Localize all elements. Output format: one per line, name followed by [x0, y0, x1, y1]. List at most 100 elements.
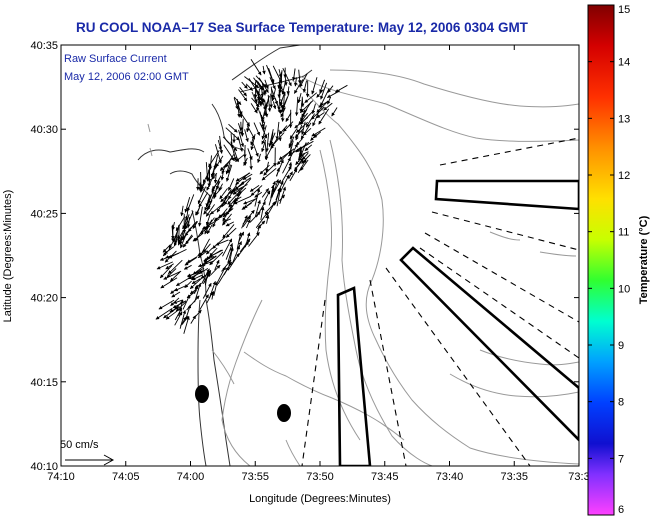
current-vector: [259, 164, 270, 175]
current-vector: [331, 107, 338, 117]
current-vector: [163, 270, 182, 280]
current-vector: [256, 201, 266, 218]
current-vector: [254, 191, 263, 198]
current-vector: [270, 86, 274, 99]
current-vector: [198, 192, 208, 208]
current-vector: [289, 127, 298, 140]
current-vector: [205, 204, 215, 217]
current-vector: [222, 213, 232, 226]
x-tick-label: 73:55: [241, 471, 269, 483]
colorbar-tick-label: 6: [618, 504, 624, 516]
current-vector: [187, 271, 203, 280]
current-vector: [316, 112, 325, 119]
current-vector: [244, 129, 249, 143]
legend-line-2: May 12, 2006 02:00 GMT: [64, 71, 189, 83]
current-vector: [231, 245, 240, 265]
current-vector: [256, 88, 261, 101]
current-vector: [326, 90, 341, 98]
colorbar-tick-label: 12: [618, 170, 630, 182]
current-vector: [277, 93, 281, 111]
current-vector: [222, 224, 235, 239]
current-vector: [225, 227, 237, 238]
current-vector: [263, 190, 271, 202]
current-vector: [300, 122, 312, 140]
x-tick-label: 73:50: [306, 471, 334, 483]
current-vector: [302, 127, 312, 136]
current-vector: [239, 238, 251, 253]
current-vector: [180, 205, 184, 217]
current-vector: [265, 132, 270, 153]
current-vector: [311, 103, 316, 115]
current-vector: [275, 121, 280, 140]
current-vector: [227, 191, 241, 205]
dashed-lanes: [301, 137, 579, 466]
current-vector: [185, 235, 194, 245]
current-vector: [295, 121, 309, 133]
y-tick-label: 40:25: [30, 208, 58, 220]
current-vector: [299, 73, 308, 88]
current-vector: [244, 232, 251, 248]
current-vector: [202, 243, 211, 253]
current-vector: [164, 250, 177, 263]
current-vector: [169, 271, 181, 282]
current-vector: [177, 232, 184, 246]
current-vector: [211, 165, 216, 177]
current-vector: [197, 186, 207, 205]
current-vector: [301, 152, 309, 160]
current-vector: [261, 188, 270, 198]
current-vector: [323, 102, 333, 111]
current-vector: [174, 284, 188, 292]
current-vector: [167, 259, 183, 275]
current-vector: [159, 265, 173, 279]
current-vector: [260, 114, 265, 124]
colorbar-tick-label: 15: [618, 4, 630, 16]
current-vector: [284, 75, 288, 86]
current-vector: [281, 91, 286, 110]
current-vector: [254, 93, 258, 103]
colorbar-gradient: [587, 4, 615, 516]
current-vector: [192, 264, 206, 275]
colorbar-tick-label: 11: [618, 227, 629, 239]
current-vector: [280, 109, 285, 122]
current-vector: [217, 266, 229, 285]
current-vector: [223, 196, 231, 206]
current-vector: [215, 178, 220, 190]
current-vector: [168, 234, 178, 250]
current-vector: [271, 179, 281, 196]
current-vector: [304, 144, 313, 152]
current-vector: [216, 266, 226, 284]
current-vector: [261, 139, 267, 153]
current-vector: [304, 92, 318, 104]
current-vector: [237, 123, 243, 136]
current-vector: [275, 159, 284, 177]
current-vector: [182, 294, 191, 310]
current-vector: [221, 191, 230, 208]
current-vector: [318, 108, 330, 125]
current-vector: [205, 247, 213, 255]
current-vector: [184, 257, 197, 266]
current-vector: [301, 154, 311, 164]
current-vector: [295, 152, 306, 166]
current-vector: [197, 260, 214, 268]
y-tick-label: 40:10: [30, 461, 58, 473]
current-vector: [327, 96, 332, 105]
current-vector: [202, 282, 212, 299]
current-vector: [178, 299, 184, 317]
current-vector: [293, 77, 298, 87]
current-vector: [233, 97, 239, 110]
current-vector: [222, 238, 233, 257]
current-vector: [237, 136, 243, 152]
current-vector: [257, 153, 261, 163]
current-vector: [227, 164, 232, 174]
current-vector: [208, 150, 220, 168]
current-vector: [169, 306, 180, 313]
current-vector: [192, 221, 198, 229]
y-tick-label: 40:15: [30, 377, 58, 389]
current-vector: [268, 129, 274, 148]
current-vector: [264, 200, 277, 214]
y-tick-label: 40:20: [30, 293, 58, 305]
current-vector: [164, 246, 175, 255]
current-vector: [263, 97, 269, 117]
current-vector: [334, 84, 348, 93]
current-vector: [255, 211, 269, 229]
